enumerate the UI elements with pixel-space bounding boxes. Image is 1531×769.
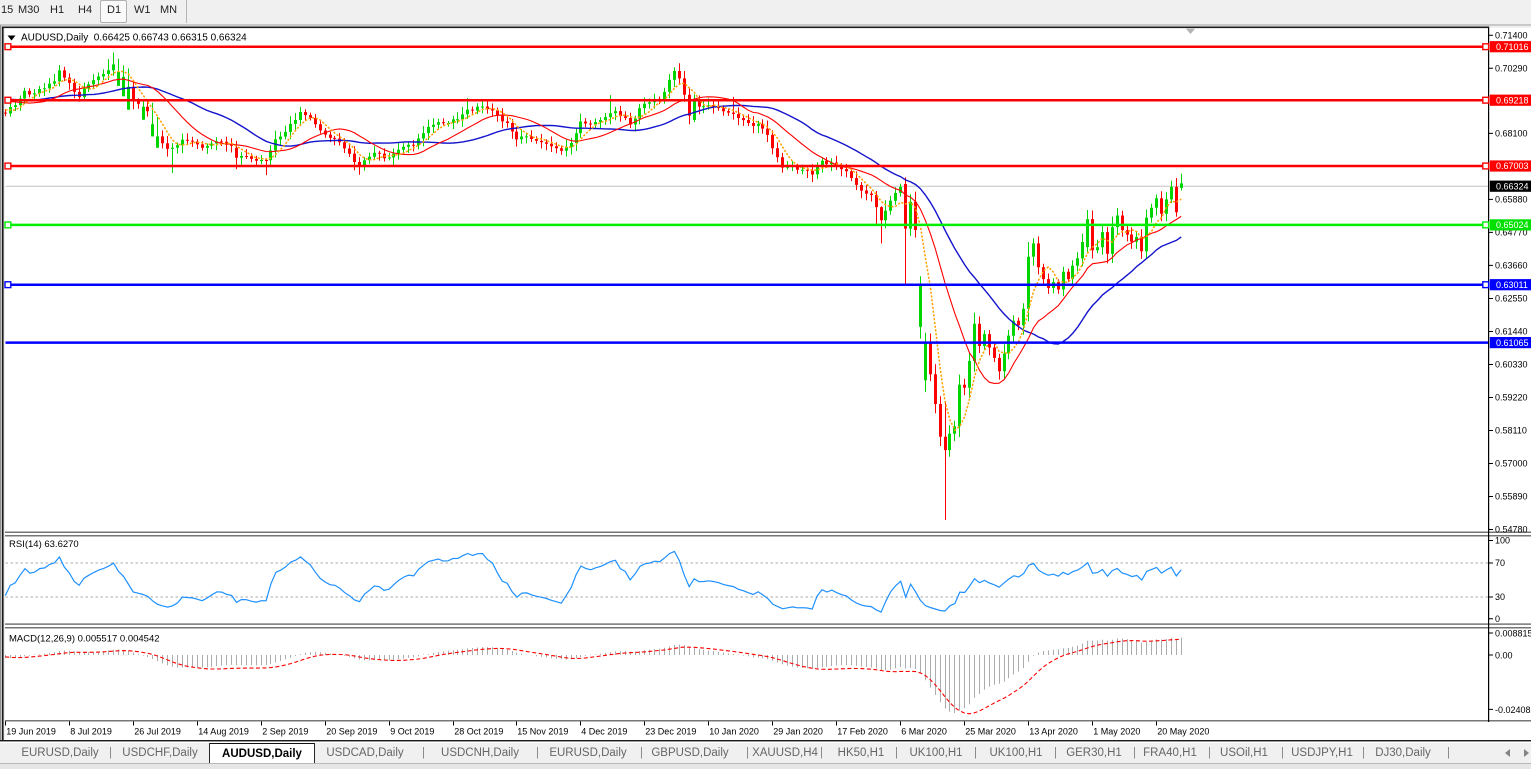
svg-text:0.58110: 0.58110	[1495, 426, 1527, 436]
svg-text:30: 30	[1495, 592, 1505, 602]
svg-text:0.64770: 0.64770	[1495, 228, 1528, 238]
svg-text:MACD(12,26,9) 0.005517 0.00454: MACD(12,26,9) 0.005517 0.004542	[9, 634, 160, 645]
svg-text:0.66324: 0.66324	[1496, 181, 1529, 191]
svg-text:9 Oct 2019: 9 Oct 2019	[390, 727, 434, 737]
svg-text:26 Jul 2019: 26 Jul 2019	[134, 727, 181, 737]
svg-text:0.55890: 0.55890	[1495, 492, 1528, 502]
svg-text:0.57000: 0.57000	[1495, 459, 1528, 469]
svg-text:25 Mar 2020: 25 Mar 2020	[965, 727, 1016, 737]
svg-text:15 Nov 2019: 15 Nov 2019	[517, 727, 568, 737]
svg-text:0.71016: 0.71016	[1496, 42, 1529, 52]
svg-text:28 Oct 2019: 28 Oct 2019	[454, 727, 503, 737]
svg-text:0.008815: 0.008815	[1495, 629, 1531, 639]
svg-text:100: 100	[1495, 536, 1510, 546]
svg-text:0.63660: 0.63660	[1495, 261, 1528, 271]
svg-text:20 Sep 2019: 20 Sep 2019	[326, 727, 377, 737]
svg-text:8 Jul 2019: 8 Jul 2019	[70, 727, 112, 737]
svg-text:0.00: 0.00	[1495, 651, 1513, 661]
svg-text:29 Jan 2020: 29 Jan 2020	[773, 727, 823, 737]
svg-text:-0.024082: -0.024082	[1495, 705, 1531, 715]
svg-text:0.61440: 0.61440	[1495, 327, 1528, 337]
svg-text:0.59220: 0.59220	[1495, 393, 1528, 403]
svg-text:17 Feb 2020: 17 Feb 2020	[837, 727, 888, 737]
svg-text:14 Aug 2019: 14 Aug 2019	[198, 727, 249, 737]
svg-text:19 Jun 2019: 19 Jun 2019	[6, 727, 56, 737]
svg-text:0.65024: 0.65024	[1496, 220, 1529, 230]
svg-text:0.69218: 0.69218	[1496, 95, 1529, 105]
svg-text:70: 70	[1495, 558, 1505, 568]
svg-text:1 May 2020: 1 May 2020	[1093, 727, 1140, 737]
svg-text:0: 0	[1495, 614, 1500, 624]
svg-text:0.61065: 0.61065	[1496, 338, 1529, 348]
svg-text:0.60330: 0.60330	[1495, 360, 1528, 370]
svg-text:0.71400: 0.71400	[1495, 31, 1528, 41]
svg-text:20 May 2020: 20 May 2020	[1157, 727, 1209, 737]
svg-text:RSI(14) 63.6270: RSI(14) 63.6270	[9, 539, 79, 550]
svg-text:0.62550: 0.62550	[1495, 294, 1528, 304]
svg-text:0.54780: 0.54780	[1495, 525, 1528, 535]
svg-text:0.63011: 0.63011	[1496, 280, 1528, 290]
svg-text:13 Apr 2020: 13 Apr 2020	[1029, 727, 1078, 737]
svg-text:0.70290: 0.70290	[1495, 64, 1528, 74]
svg-text:0.68100: 0.68100	[1495, 129, 1528, 139]
svg-text:0.67003: 0.67003	[1496, 161, 1529, 171]
svg-text:10 Jan 2020: 10 Jan 2020	[709, 727, 759, 737]
svg-text:23 Dec 2019: 23 Dec 2019	[645, 727, 696, 737]
svg-text:6 Mar 2020: 6 Mar 2020	[901, 727, 947, 737]
svg-text:4 Dec 2019: 4 Dec 2019	[581, 727, 627, 737]
svg-text:0.65880: 0.65880	[1495, 195, 1528, 205]
svg-text:2 Sep 2019: 2 Sep 2019	[262, 727, 308, 737]
svg-text:AUDUSD,Daily 0.66425 0.66743: AUDUSD,Daily 0.66425 0.66743 0.66315 0.6…	[21, 33, 247, 44]
